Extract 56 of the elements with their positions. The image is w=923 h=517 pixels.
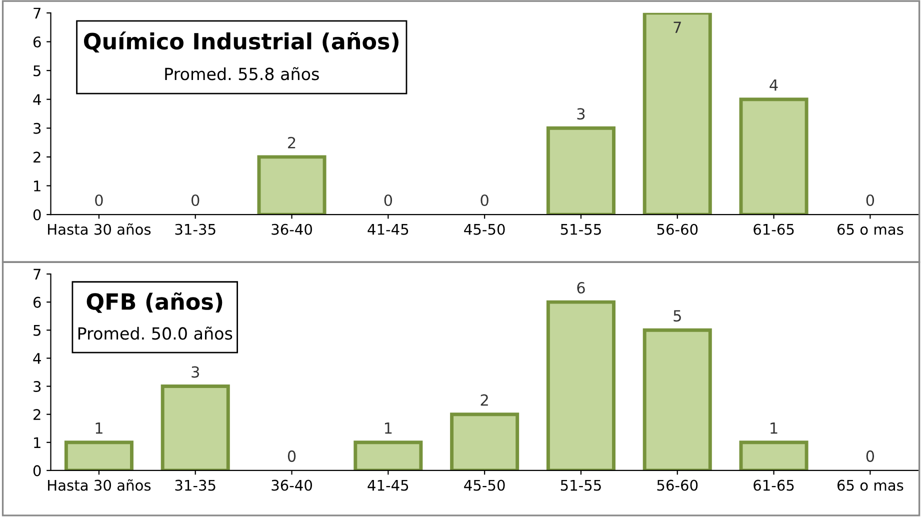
y-tick-label: 6: [33, 296, 41, 308]
data-label: 0: [384, 194, 392, 206]
y-tick-label: 1: [34, 180, 40, 192]
text: Promed. 55.8 años: [165, 67, 319, 80]
x-tick-label: 41-45: [368, 224, 408, 235]
x-tick-label: Hasta 30 años: [48, 479, 151, 491]
x-tick-label: 51-55: [560, 480, 601, 491]
x-tick-label: 45-50: [464, 480, 505, 491]
text: QFB (años): [86, 292, 222, 313]
y-tick-label: 3: [34, 122, 41, 134]
x-tick-label: 51-55: [560, 224, 601, 235]
y-tick-label: 7: [34, 268, 40, 280]
x-tick-label: 61-65: [754, 480, 794, 491]
x-tick-label: 65 o mas: [837, 480, 904, 491]
y-tick-label: 0: [33, 209, 41, 220]
data-label: 1: [384, 422, 392, 434]
data-label: 0: [866, 450, 874, 462]
y-tick-label: 1: [34, 437, 40, 448]
y-tick-label: 4: [33, 353, 41, 364]
y-tick-label: 2: [34, 409, 40, 420]
data-label: 0: [480, 194, 488, 206]
data-label: 4: [770, 79, 778, 91]
y-tick-label: 0: [33, 465, 41, 476]
x-tick-label: 41-45: [368, 480, 408, 491]
x-tick-label: 45-50: [464, 224, 505, 235]
y-tick-label: 6: [33, 36, 41, 48]
data-label: 3: [577, 108, 585, 120]
data-label: 5: [674, 310, 681, 322]
y-tick-label: 3: [34, 380, 41, 392]
data-label: 2: [480, 394, 488, 406]
y-tick-label: 2: [34, 152, 40, 162]
y-tick-label: 7: [34, 8, 40, 18]
data-label: 0: [192, 194, 200, 206]
x-tick-label: 56-60: [657, 224, 698, 235]
x-tick-label: 31-35: [175, 480, 216, 491]
data-label: 3: [192, 366, 200, 378]
x-tick-label: 65 o mas: [837, 224, 904, 235]
x-tick-label: Hasta 30 años: [48, 223, 151, 235]
x-tick-label: 61-65: [754, 224, 794, 235]
data-label: 7: [674, 22, 681, 33]
x-tick-label: 31-35: [175, 224, 216, 235]
x-tick-label: 36-40: [272, 480, 312, 491]
x-tick-label: 56-60: [657, 480, 698, 491]
x-tick-label: 36-40: [272, 224, 312, 235]
data-label: 0: [866, 194, 874, 206]
data-label: 0: [95, 194, 103, 206]
data-label: 2: [288, 136, 296, 148]
data-label: 1: [770, 422, 778, 434]
data-label: 1: [96, 422, 102, 434]
text: Promed. 50.0 años: [78, 326, 232, 340]
data-label: 0: [288, 450, 296, 462]
data-label: 6: [577, 282, 585, 294]
y-tick-label: 5: [34, 325, 40, 336]
y-tick-label: 4: [33, 94, 41, 105]
y-tick-label: 5: [34, 65, 40, 76]
text: Químico Industrial (años): [84, 32, 398, 53]
